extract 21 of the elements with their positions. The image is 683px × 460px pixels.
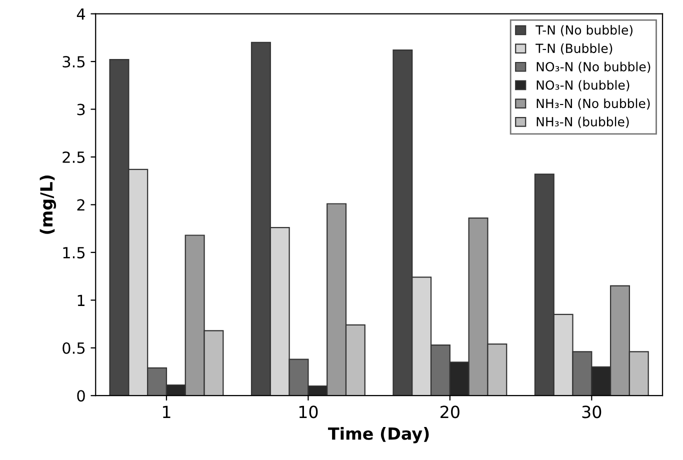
x-tick-label: 30 (582, 406, 602, 418)
legend-label: T-N (Bubble) (536, 43, 612, 55)
y-tick-label: 1 (78, 294, 84, 306)
y-tick-label: 2.5 (62, 151, 85, 163)
y-tick-label: 4 (76, 8, 86, 20)
x-tick-label: 1 (163, 406, 170, 418)
legend-label: NO₃-N (No bubble) (536, 62, 650, 73)
x-tick-label: 20 (440, 406, 460, 418)
legend-label: T-N (No bubble) (536, 25, 632, 36)
y-axis-title: (mg/L) (40, 176, 56, 234)
y-tick-label: 3 (77, 104, 85, 116)
y-tick-label: 3.5 (62, 56, 85, 68)
y-tick-label: 1.5 (63, 247, 85, 258)
x-tick-label: 10 (299, 406, 318, 418)
x-axis-title: Time (Day) (328, 427, 429, 444)
legend-label: NH₃-N (bubble) (536, 116, 629, 128)
legend-label: NH₃-N (No bubble) (536, 98, 650, 110)
y-tick-label: 0 (77, 390, 85, 402)
y-tick-label: 2 (77, 199, 84, 211)
y-tick-label: 0.5 (62, 342, 85, 354)
legend-label: NO₃-N (bubble) (536, 80, 630, 92)
